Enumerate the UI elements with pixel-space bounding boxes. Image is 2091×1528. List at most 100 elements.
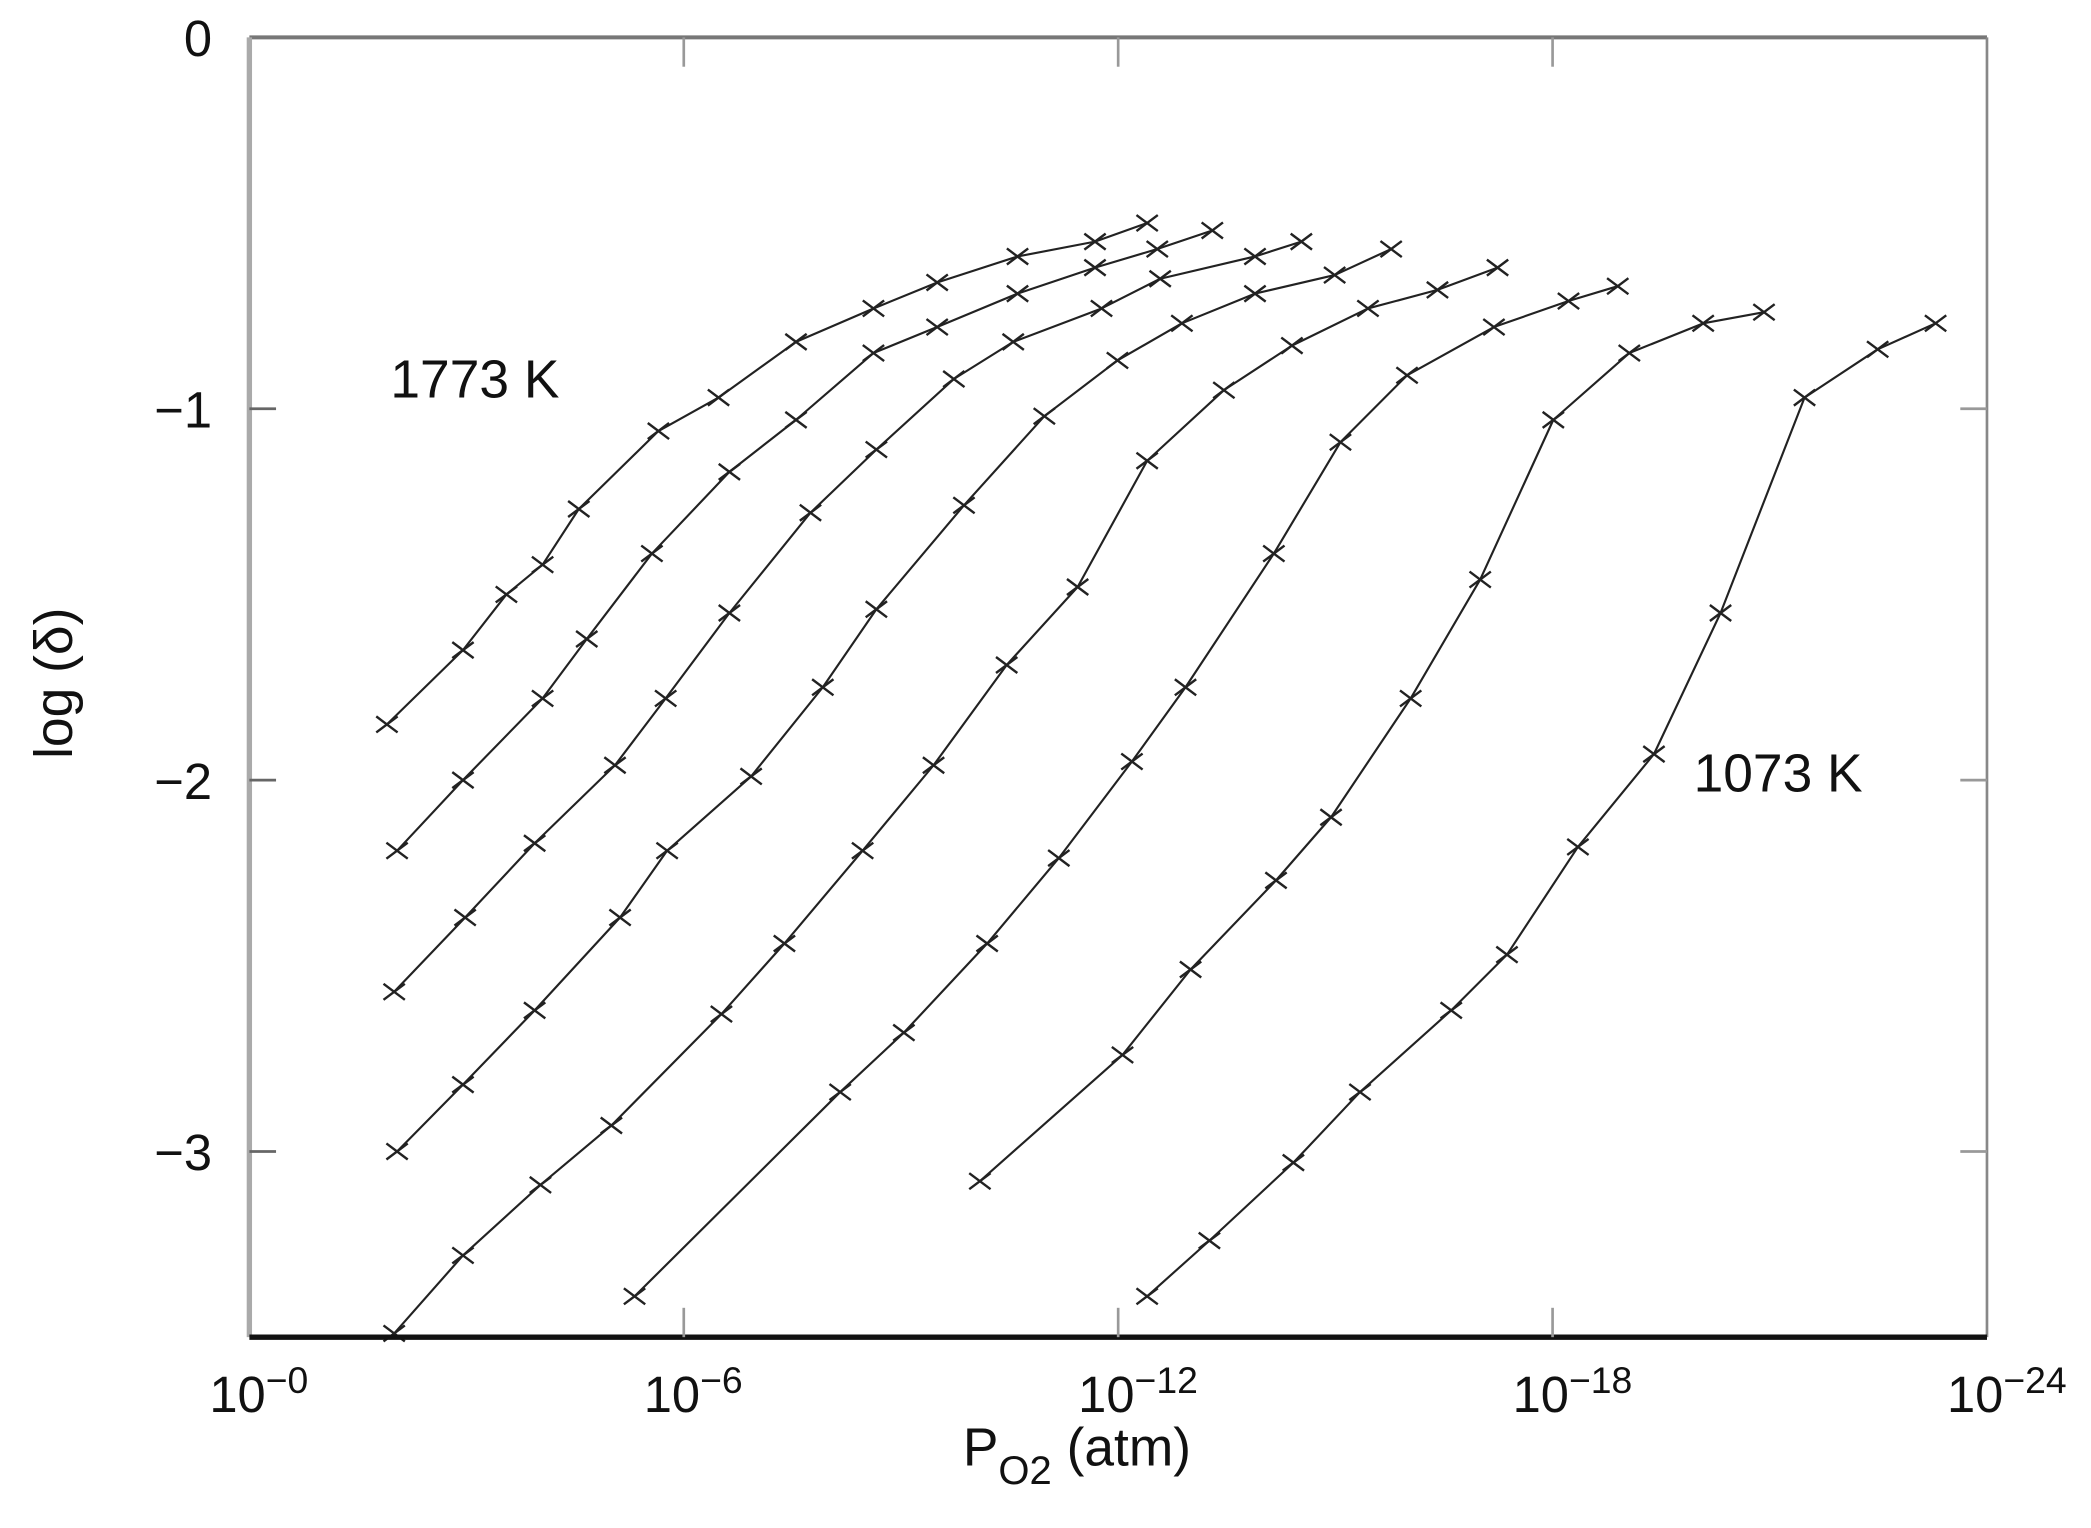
x-marker-icon (385, 1142, 409, 1161)
x-marker-icon (1281, 1153, 1305, 1172)
x-marker-icon (811, 678, 835, 697)
x-marker-icon (654, 689, 678, 708)
x-marker-icon (1606, 277, 1630, 296)
series-line (979, 311, 1765, 1182)
x-tick-label: 10−24 (1947, 1359, 2067, 1423)
x-marker-icon (1379, 240, 1403, 259)
series-curve-7 (968, 303, 1776, 1191)
x-marker-icon (1243, 284, 1267, 303)
series-line (1146, 322, 1937, 1298)
x-tick-label: 10−18 (1513, 1359, 1633, 1423)
x-marker-icon (1047, 849, 1071, 868)
x-marker-icon (1006, 284, 1029, 303)
x-marker-icon (1280, 336, 1304, 355)
x-marker-icon (1541, 410, 1565, 429)
x-marker-icon (623, 1287, 646, 1306)
x-marker-icon (575, 630, 599, 648)
x-marker-icon (1752, 303, 1776, 322)
x-marker-icon (942, 370, 966, 388)
x-marker-icon (851, 841, 874, 860)
temperature-annotation: 1773 K (390, 351, 559, 410)
x-marker-icon (451, 1075, 475, 1094)
x-marker-icon (1557, 292, 1580, 311)
y-tick-label: 0 (184, 10, 212, 67)
x-marker-icon (864, 600, 888, 619)
x-marker-icon (1262, 544, 1286, 563)
y-tick-label: −2 (154, 753, 212, 810)
x-marker-icon (451, 641, 475, 660)
x-marker-icon (739, 767, 763, 786)
x-axis-title: PO2 (atm) (963, 1418, 1191, 1493)
x-marker-icon (1482, 318, 1506, 337)
x-marker-icon (952, 496, 976, 515)
x-marker-icon (1135, 214, 1159, 233)
x-marker-icon (1200, 221, 1224, 240)
x-marker-icon (385, 841, 409, 860)
y-axis-title: log (δ) (25, 608, 84, 759)
x-marker-icon (1866, 340, 1890, 359)
x-marker-icon (799, 503, 822, 522)
series-curve-5 (382, 258, 1509, 1343)
x-marker-icon (1486, 258, 1509, 277)
x-marker-icon (495, 585, 518, 604)
x-marker-icon (1106, 351, 1129, 370)
x-marker-icon (529, 1175, 552, 1194)
x-marker-icon (995, 656, 1019, 674)
x-marker-icon (1170, 314, 1194, 333)
x-marker-icon (710, 1005, 733, 1024)
series-line (386, 222, 1148, 726)
x-marker-icon (925, 318, 949, 337)
x-marker-icon (1566, 837, 1590, 856)
x-marker-icon (862, 344, 885, 362)
x-marker-icon (375, 715, 399, 734)
series-layer (375, 214, 1947, 1343)
x-marker-icon (451, 1246, 475, 1265)
x-marker-icon (1090, 299, 1113, 318)
x-marker-icon (1642, 745, 1666, 764)
y-tick-label: −3 (154, 1124, 212, 1181)
series-curve-6 (623, 277, 1630, 1306)
x-marker-icon (1212, 381, 1236, 400)
x-marker-icon (1001, 332, 1025, 351)
x-marker-icon (1135, 1287, 1159, 1306)
x-marker-icon (523, 1001, 547, 1020)
x-marker-icon (1691, 314, 1715, 333)
x-marker-icon (1032, 407, 1056, 426)
x-marker-icon (1348, 1083, 1372, 1102)
x-marker-icon (922, 756, 945, 775)
x-marker-icon (862, 299, 885, 318)
x-marker-icon (717, 462, 741, 481)
series-line (393, 266, 1498, 1335)
x-marker-icon (892, 1023, 916, 1042)
x-marker-icon (567, 500, 591, 518)
x-marker-icon (1006, 247, 1029, 266)
x-marker-icon (975, 934, 999, 953)
x-tick-label: 10−0 (209, 1359, 308, 1423)
x-marker-icon (531, 689, 554, 708)
x-marker-icon (523, 834, 547, 853)
x-marker-icon (1120, 752, 1144, 771)
x-marker-icon (1356, 299, 1380, 318)
x-marker-icon (968, 1172, 992, 1191)
x-marker-icon (1145, 240, 1169, 259)
x-tick-label: 10−6 (644, 1359, 743, 1423)
x-marker-icon (1243, 247, 1267, 266)
annotations: 1773 K 1073 K (390, 351, 1862, 804)
x-marker-icon (1426, 280, 1449, 299)
x-marker-icon (1198, 1231, 1221, 1250)
series-line (393, 240, 1302, 993)
x-marker-icon (453, 908, 477, 927)
x-marker-icon (1617, 344, 1641, 362)
x-marker-icon (773, 934, 796, 953)
x-marker-icon (1111, 1045, 1134, 1064)
x-marker-icon (1323, 266, 1347, 285)
x-marker-icon (1468, 570, 1492, 589)
series-line (633, 285, 1619, 1298)
tick-labels: 10−0 10−6 10−12 10−18 10−24 0 −1 −2 −3 (154, 10, 2066, 1423)
x-marker-icon (1319, 808, 1343, 827)
x-marker-icon (784, 410, 808, 429)
x-marker-icon (1174, 678, 1197, 697)
x-marker-icon (784, 332, 808, 351)
x-marker-icon (1439, 1001, 1463, 1020)
